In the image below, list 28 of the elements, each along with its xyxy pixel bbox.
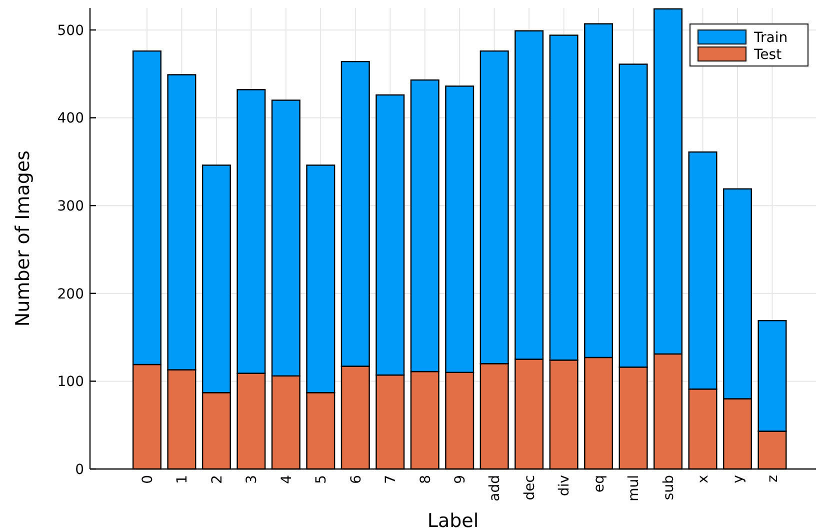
x-tick-label: 4 (278, 474, 295, 484)
y-tick-label: 500 (57, 22, 84, 39)
x-tick-label: div (556, 475, 573, 496)
x-tick-label: z (765, 475, 782, 482)
x-tick-label: 0 (140, 475, 156, 484)
x-tick-label: x (696, 475, 712, 484)
y-tick-label: 200 (57, 286, 84, 302)
x-tick-label: 5 (314, 475, 330, 484)
x-tick-label: 1 (174, 475, 191, 484)
x-tick-label: 2 (209, 475, 226, 484)
y-tick-label: 100 (57, 374, 84, 390)
x-tick-label: 3 (244, 475, 260, 484)
legend-label: Test (753, 46, 782, 63)
x-tick-label: 6 (348, 474, 364, 484)
x-tick-label: eq (591, 475, 608, 492)
y-tick-label: 400 (57, 110, 84, 127)
x-axis-title: Label (427, 510, 479, 532)
legend-label: Train (753, 30, 788, 46)
x-tick-label: y (730, 475, 746, 484)
x-tick-label: sub (660, 474, 677, 500)
x-tick-label: 9 (452, 475, 468, 484)
x-tick-label: mul (626, 475, 642, 502)
x-tick-label: 8 (418, 475, 434, 484)
y-axis-title: Number of Images (12, 150, 34, 327)
x-tick-label: 7 (383, 475, 400, 484)
x-tick-label: add (487, 475, 504, 502)
x-tick-label: dec (522, 475, 538, 500)
y-tick-label: 300 (57, 198, 84, 214)
